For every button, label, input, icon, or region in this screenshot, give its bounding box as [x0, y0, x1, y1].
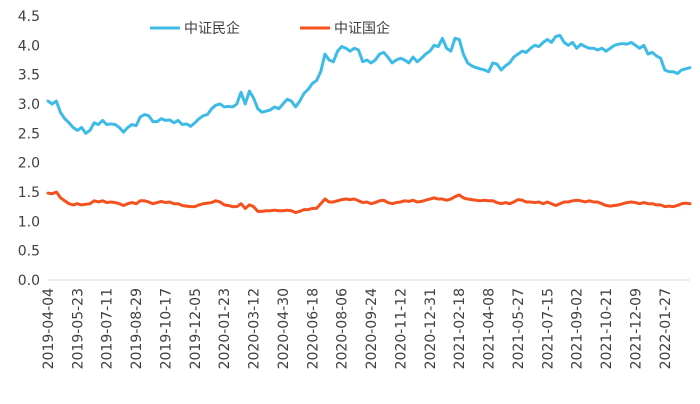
y-tick-label-9: 4.5	[18, 9, 40, 25]
x-tick-label-17: 2021-07-15	[540, 288, 556, 369]
y-tick-label-8: 4.0	[18, 38, 40, 54]
legend: 中证民企 中证国企	[150, 20, 390, 37]
x-tick-label-0: 2019-04-04	[41, 288, 57, 369]
x-tick-label-7: 2020-03-12	[247, 288, 263, 369]
x-tick-label-13: 2020-12-31	[423, 288, 439, 369]
y-tick-label-1: 0.5	[18, 244, 40, 260]
x-axis-ticks: 2019-04-04 2019-05-23 2019-07-11 2019-08-29…	[41, 288, 674, 369]
y-tick-label-2: 1.0	[18, 214, 40, 230]
y-tick-label-4: 2.0	[18, 156, 40, 172]
x-tick-label-21: 2022-01-27	[658, 288, 674, 369]
x-tick-label-12: 2020-11-12	[393, 288, 409, 369]
series-line-1	[46, 190, 692, 215]
y-tick-label-3: 1.5	[18, 185, 40, 201]
y-tick-label-7: 3.5	[18, 68, 40, 84]
y-tick-label-0: 0.0	[18, 273, 40, 289]
x-tick-label-8: 2020-04-30	[276, 288, 292, 369]
x-tick-label-6: 2020-01-23	[217, 288, 233, 369]
x-tick-label-10: 2020-08-06	[335, 288, 351, 369]
x-tick-label-5: 2019-12-05	[188, 288, 204, 369]
x-tick-label-20: 2021-12-09	[628, 288, 644, 369]
x-tick-label-15: 2021-04-08	[482, 288, 498, 369]
x-tick-label-14: 2021-02-18	[452, 288, 468, 369]
y-tick-label-5: 2.5	[18, 126, 40, 142]
x-tick-label-1: 2019-05-23	[70, 288, 86, 369]
legend-label-1: 中证国企	[334, 20, 390, 37]
x-tick-label-11: 2020-09-24	[364, 288, 380, 369]
x-tick-label-16: 2021-05-27	[511, 288, 527, 369]
x-tick-label-2: 2019-07-11	[100, 288, 116, 369]
x-tick-label-19: 2021-10-21	[599, 288, 615, 369]
series-line-0	[46, 33, 692, 135]
x-tick-label-18: 2021-09-02	[570, 288, 586, 369]
x-tick-label-3: 2019-08-29	[129, 288, 145, 369]
x-tick-label-9: 2020-06-18	[305, 288, 321, 369]
x-tick-label-4: 2019-10-17	[158, 288, 174, 369]
series-layer	[46, 33, 692, 215]
legend-label-0: 中证民企	[184, 20, 240, 37]
y-axis-ticks: 0.0 0.5 1.0 1.5 2.0 2.5 3.0 3.5 4.0 4.5	[18, 9, 40, 289]
y-tick-label-6: 3.0	[18, 97, 40, 113]
